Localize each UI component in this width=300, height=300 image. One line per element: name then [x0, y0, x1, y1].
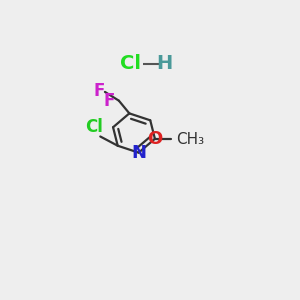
Text: Cl: Cl — [120, 54, 141, 73]
Text: CH₃: CH₃ — [176, 132, 204, 147]
Text: F: F — [93, 82, 105, 100]
Text: H: H — [156, 54, 172, 73]
Text: N: N — [131, 144, 146, 162]
Text: O: O — [147, 130, 163, 148]
Text: F: F — [104, 92, 115, 110]
Text: Cl: Cl — [85, 118, 103, 136]
